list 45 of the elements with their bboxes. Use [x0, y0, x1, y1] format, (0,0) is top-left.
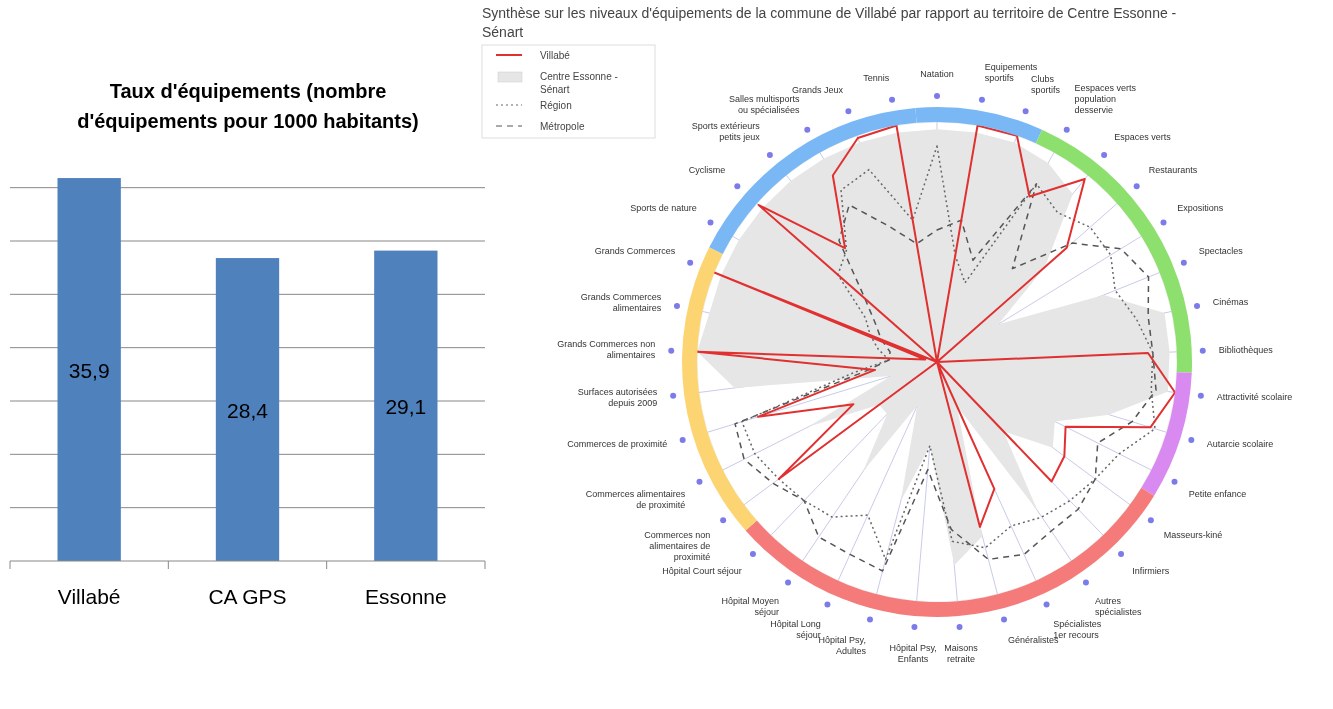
spoke-label: Natation	[920, 69, 954, 79]
spoke-label: Hôpital Psy, Enfants	[889, 642, 937, 664]
spoke-label: Hôpital Court séjour	[662, 565, 742, 576]
spoke-label: Sports de nature	[630, 203, 697, 214]
spoke-label: Masseurs-kiné	[1163, 529, 1223, 540]
spoke-label: Hôpital Moyen séjour	[721, 595, 780, 617]
spoke-label: Espaces verts	[1114, 131, 1172, 142]
spoke-label: Attractivité scolaire	[1216, 392, 1293, 403]
spoke-label: Eespaces verts population desservie	[1074, 82, 1137, 115]
spoke-label: Spectacles	[1198, 245, 1244, 256]
spoke-label: Expositions	[1177, 203, 1224, 214]
spoke-label: Infirmiers	[1132, 565, 1170, 576]
data-label: 29,1	[385, 394, 427, 418]
spoke-label: Cinémas	[1212, 297, 1249, 308]
spoke-label: Hôpital Long séjour	[770, 618, 821, 640]
chart-title: Synthèse sur les niveaux d'équipements de la commune de Villabé par rapport au territoire de Centre Essonne - Sénart	[482, 5, 1177, 40]
spoke-label: Commerces de proximité	[567, 439, 668, 450]
spoke-label: Grands Commerces non alimentaires	[557, 339, 656, 361]
spoke-label: Petite enfance	[1188, 488, 1247, 499]
spoke-label: Surfaces autorisées depuis 2009	[577, 386, 658, 408]
x-tick-label: CA GPS	[208, 585, 287, 608]
spoke-label: Tennis	[863, 73, 890, 84]
spoke-label: Clubs sportifs	[1030, 74, 1061, 96]
spoke-label: Restaurants	[1148, 164, 1198, 175]
spoke-label: Commerces non alimentaires de proximité	[644, 529, 711, 562]
x-tick-label: Essonne	[364, 585, 447, 608]
legend-label: Centre Essonne - Sénart	[540, 71, 618, 95]
spoke-label: Commerces alimentaires de proximité	[585, 488, 686, 510]
legend-label: Métropole	[540, 121, 585, 132]
x-tick-label: Villabé	[57, 585, 121, 608]
data-label: 28,4	[227, 398, 269, 422]
legend-label: Villabé	[540, 50, 571, 61]
spoke-label: Cyclisme	[688, 164, 726, 175]
spoke-label: Grands Jeux	[792, 85, 844, 96]
data-label: 35,9	[68, 358, 110, 382]
spoke-label: Grands Commerces	[594, 245, 676, 256]
chart-title: Taux d'équipements (nombre d'équipements pour 1000 habitants)	[77, 80, 419, 132]
spoke-label: Sports extérieurs petits jeux	[691, 120, 761, 142]
spoke-label: Autres spécialistes	[1094, 595, 1142, 617]
spoke-label: Bibliothèques	[1218, 344, 1274, 355]
spoke-label: Maisons retraite	[944, 642, 979, 664]
spoke-label: Salles multisports ou spécialisées	[728, 93, 800, 115]
spoke-label: Grands Commerces alimentaires	[580, 291, 662, 313]
legend-label: Région	[540, 100, 572, 111]
spoke-label: Autarcie scolaire	[1206, 439, 1274, 450]
